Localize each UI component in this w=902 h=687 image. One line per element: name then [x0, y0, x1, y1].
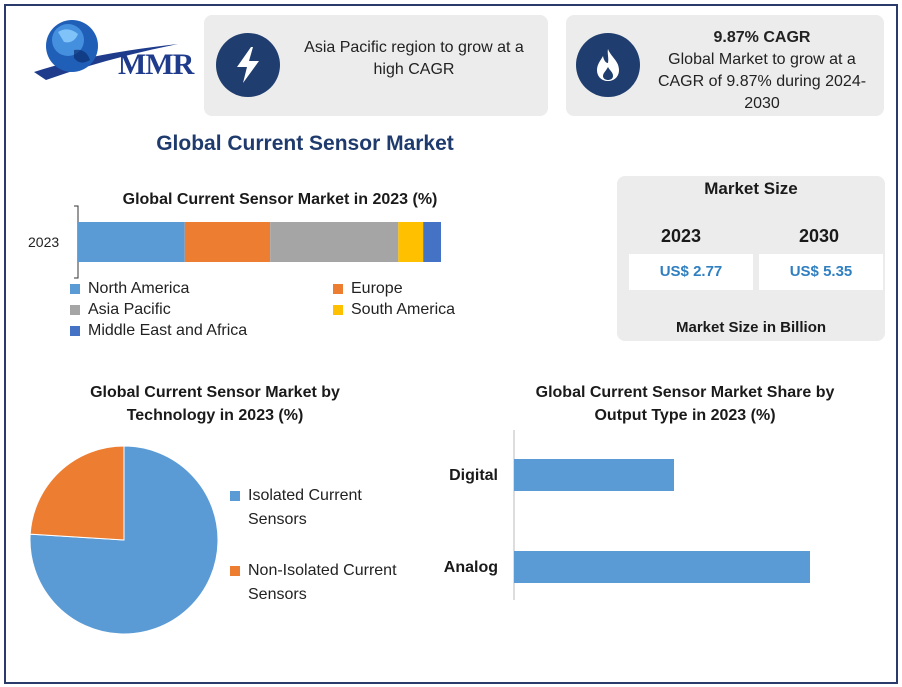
- market-size-title: Market Size: [704, 179, 798, 198]
- legend-label: South America: [351, 301, 456, 318]
- asia-pacific-card: Asia Pacific region to grow at a high CA…: [204, 15, 548, 116]
- bar-segment-europe: [184, 222, 271, 262]
- pie-slice-isolated-current-sensors: [29, 445, 219, 635]
- legend-label: Non-Isolated Current Sensors: [248, 562, 397, 603]
- flame-icon: [576, 33, 640, 97]
- output-chart-title: Global Current Sensor Market Share by Ou…: [535, 384, 835, 424]
- legend-swatch: [70, 326, 80, 336]
- legend-item-middle-east-and-africa: Middle East and Africa: [70, 322, 247, 340]
- market-size-year-2030: 2030: [798, 226, 840, 246]
- legend-label: Europe: [351, 280, 403, 297]
- cagr-title: 9.87% CAGR: [713, 29, 811, 46]
- mmr-logo: MMR: [28, 14, 198, 86]
- bar-segment-asia-pacific: [270, 222, 399, 262]
- legend-swatch: [70, 305, 80, 315]
- legend-item-asia-pacific: Asia Pacific: [70, 301, 171, 319]
- market-size-box: Market Size 2023 2030 US$ 2.77 US$ 5.35 …: [617, 176, 885, 341]
- legend-swatch: [333, 284, 343, 294]
- category-label-analog: Analog: [444, 559, 498, 576]
- legend-label: Isolated Current Sensors: [248, 487, 362, 528]
- asia-pacific-text: Asia Pacific region to grow at a high CA…: [304, 39, 524, 78]
- bar-analog: [514, 551, 810, 583]
- main-title: Global Current Sensor Market: [156, 132, 454, 155]
- market-size-value-2023: US$ 2.77: [629, 254, 753, 290]
- bar-digital: [514, 459, 674, 491]
- market-size-value-2030: US$ 5.35: [759, 254, 883, 290]
- lightning-bolt-icon: [216, 33, 280, 97]
- technology-chart-title: Global Current Sensor Market by Technolo…: [90, 384, 340, 424]
- legend-label: Asia Pacific: [88, 301, 171, 318]
- legend-item-isolated-current-sensors: Isolated Current Sensors: [230, 484, 418, 532]
- legend-item-non-isolated-current-sensors: Non-Isolated Current Sensors: [230, 559, 418, 607]
- category-label: 2023: [28, 234, 59, 250]
- market-size-year-2023: 2023: [660, 226, 702, 246]
- legend-swatch: [230, 491, 240, 501]
- legend-item-south-america: South America: [333, 301, 455, 319]
- regional-chart-title: Global Current Sensor Market in 2023 (%): [122, 191, 438, 208]
- regional-stacked-bar-chart: 2023: [28, 205, 441, 279]
- legend-label: Middle East and Africa: [88, 322, 248, 339]
- legend-swatch: [333, 305, 343, 315]
- bar-segment-middle-east-and-africa: [423, 222, 441, 262]
- legend-swatch: [230, 566, 240, 576]
- bar-segment-south-america: [398, 222, 424, 262]
- pie-slice-non-isolated-current-sensors: [29, 445, 125, 541]
- technology-pie-chart: [29, 445, 219, 635]
- legend-label: North America: [88, 280, 190, 297]
- cagr-text-block: 9.87% CAGR Global Market to grow at a CA…: [652, 27, 872, 115]
- legend-item-europe: Europe: [333, 280, 403, 298]
- y-axis-line: [74, 205, 79, 279]
- output-type-bar-chart: Digital Analog: [444, 430, 810, 600]
- logo-text: MMR: [118, 48, 194, 81]
- cagr-card: 9.87% CAGR Global Market to grow at a CA…: [566, 15, 884, 116]
- globe-icon: [34, 20, 178, 80]
- legend-swatch: [70, 284, 80, 294]
- page-frame: [4, 4, 898, 684]
- bar-segment-north-america: [78, 222, 185, 262]
- market-size-footer: Market Size in Billion: [675, 319, 827, 336]
- cagr-description: Global Market to grow at a CAGR of 9.87%…: [657, 51, 867, 112]
- legend-item-north-america: North America: [70, 280, 189, 298]
- category-label-digital: Digital: [449, 467, 498, 484]
